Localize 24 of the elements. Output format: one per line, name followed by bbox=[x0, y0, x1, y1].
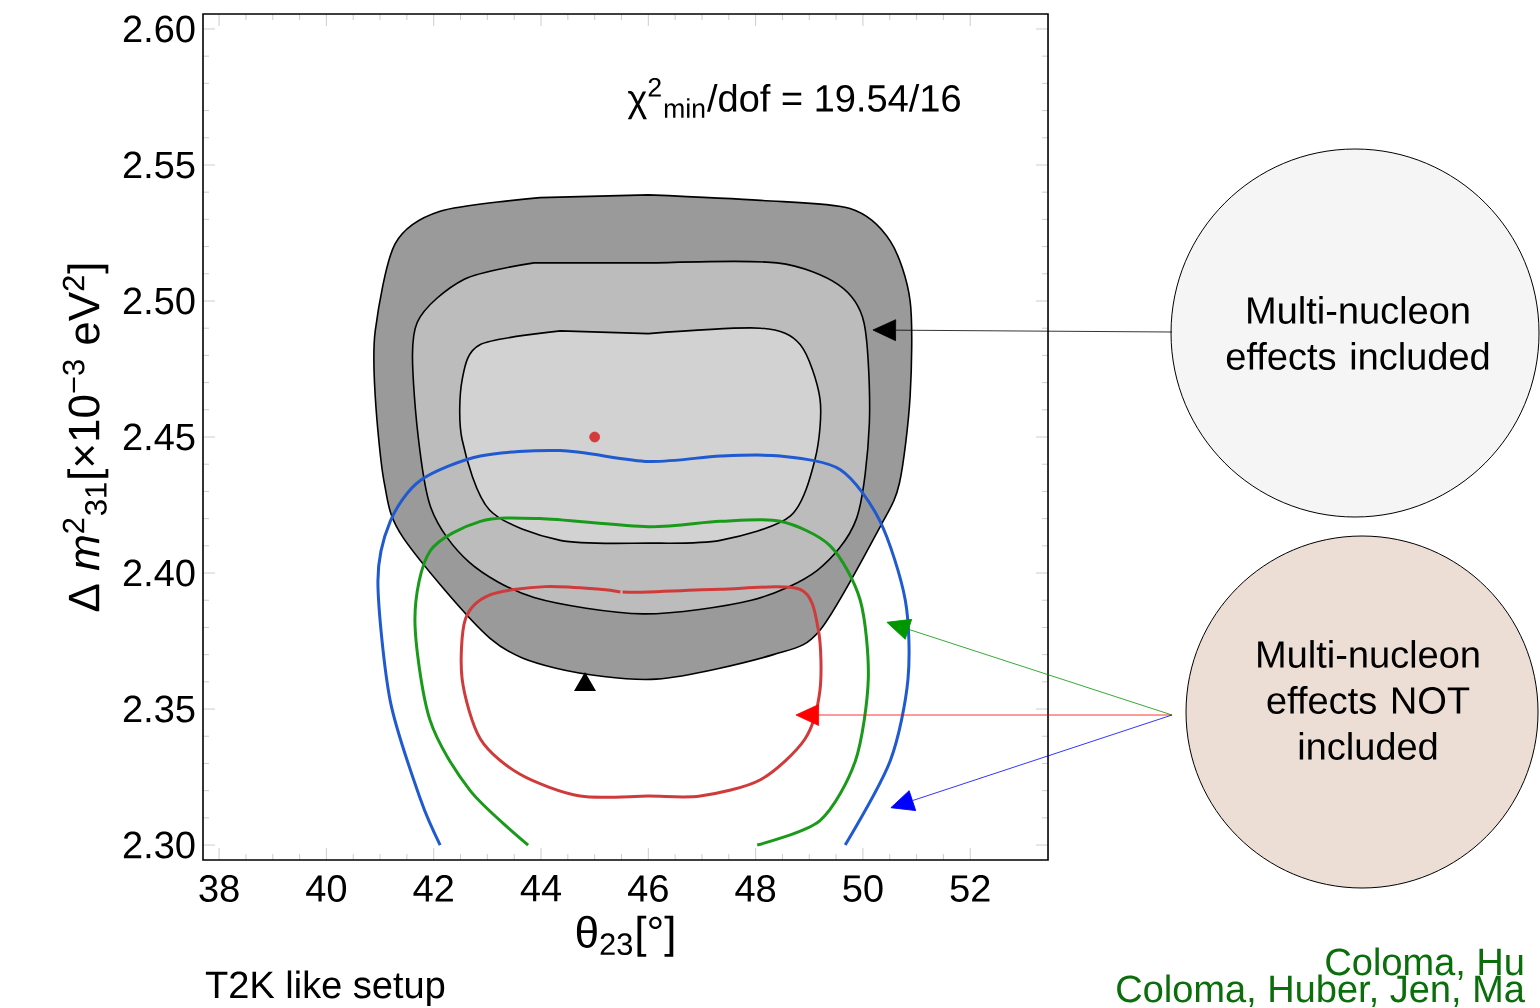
x-tick-label: 50 bbox=[843, 875, 883, 902]
x-tick-label: 42 bbox=[413, 875, 453, 902]
x-tick-label: 38 bbox=[199, 875, 239, 902]
y-tick-label: 2.35 bbox=[123, 695, 195, 723]
text: Δ m$^{2}$$_{31}$[×10$^{−3}$ eV$^{2}$] bbox=[62, 264, 109, 612]
x-tick-label: 52 bbox=[950, 875, 990, 902]
annotation: χ$^{2}$$_{min}$/dof = 19.54/16 bbox=[627, 77, 960, 120]
y-tick-label: 2.55 bbox=[123, 151, 195, 179]
y-tick-label: 2.60 bbox=[123, 15, 195, 43]
x-tick-label: 46 bbox=[628, 875, 668, 902]
text: Multi-nucleon effects included bbox=[1226, 296, 1489, 370]
x-tick-label: 44 bbox=[520, 875, 562, 902]
line-series bbox=[459, 585, 823, 799]
y-tick-label: 2.40 bbox=[123, 559, 195, 587]
x-axis-title: θ$_{23}$[°] bbox=[576, 915, 674, 957]
line-series bbox=[413, 516, 870, 847]
text: T2K like setup bbox=[205, 970, 445, 1006]
x-tick-label: 40 bbox=[306, 875, 347, 902]
y-tick-label: 2.50 bbox=[123, 287, 195, 315]
line-series bbox=[376, 449, 911, 847]
y-tick-label: 2.30 bbox=[123, 831, 195, 859]
text: Multi-nucleon effects NOT included bbox=[1258, 640, 1479, 760]
x-tick-label: 48 bbox=[735, 875, 776, 902]
y-tick-label: 2.45 bbox=[123, 423, 195, 451]
